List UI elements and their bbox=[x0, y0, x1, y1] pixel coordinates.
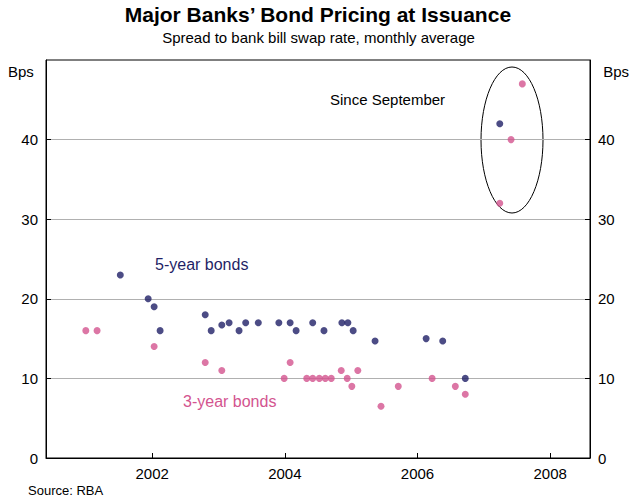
svg-text:Source: RBA: Source: RBA bbox=[28, 483, 103, 498]
svg-text:20: 20 bbox=[21, 290, 38, 307]
svg-text:2006: 2006 bbox=[401, 465, 434, 482]
svg-text:Spread to bank bill swap rate,: Spread to bank bill swap rate, monthly a… bbox=[162, 29, 475, 46]
svg-text:2004: 2004 bbox=[268, 465, 301, 482]
svg-text:0: 0 bbox=[30, 450, 38, 467]
svg-text:2002: 2002 bbox=[135, 465, 168, 482]
svg-text:30: 30 bbox=[598, 211, 615, 228]
svg-text:30: 30 bbox=[21, 211, 38, 228]
svg-text:Bps: Bps bbox=[8, 63, 34, 80]
svg-text:0: 0 bbox=[598, 450, 606, 467]
svg-text:5-year bonds: 5-year bonds bbox=[155, 256, 248, 273]
svg-text:Major Banks’ Bond Pricing at I: Major Banks’ Bond Pricing at Issuance bbox=[125, 3, 511, 26]
svg-text:3-year bonds: 3-year bonds bbox=[183, 393, 276, 410]
svg-text:40: 40 bbox=[598, 131, 615, 148]
svg-text:40: 40 bbox=[21, 131, 38, 148]
svg-text:10: 10 bbox=[598, 370, 615, 387]
svg-text:Since September: Since September bbox=[330, 91, 445, 108]
svg-text:20: 20 bbox=[598, 290, 615, 307]
svg-text:2008: 2008 bbox=[534, 465, 567, 482]
svg-text:10: 10 bbox=[21, 370, 38, 387]
svg-text:Bps: Bps bbox=[603, 63, 629, 80]
